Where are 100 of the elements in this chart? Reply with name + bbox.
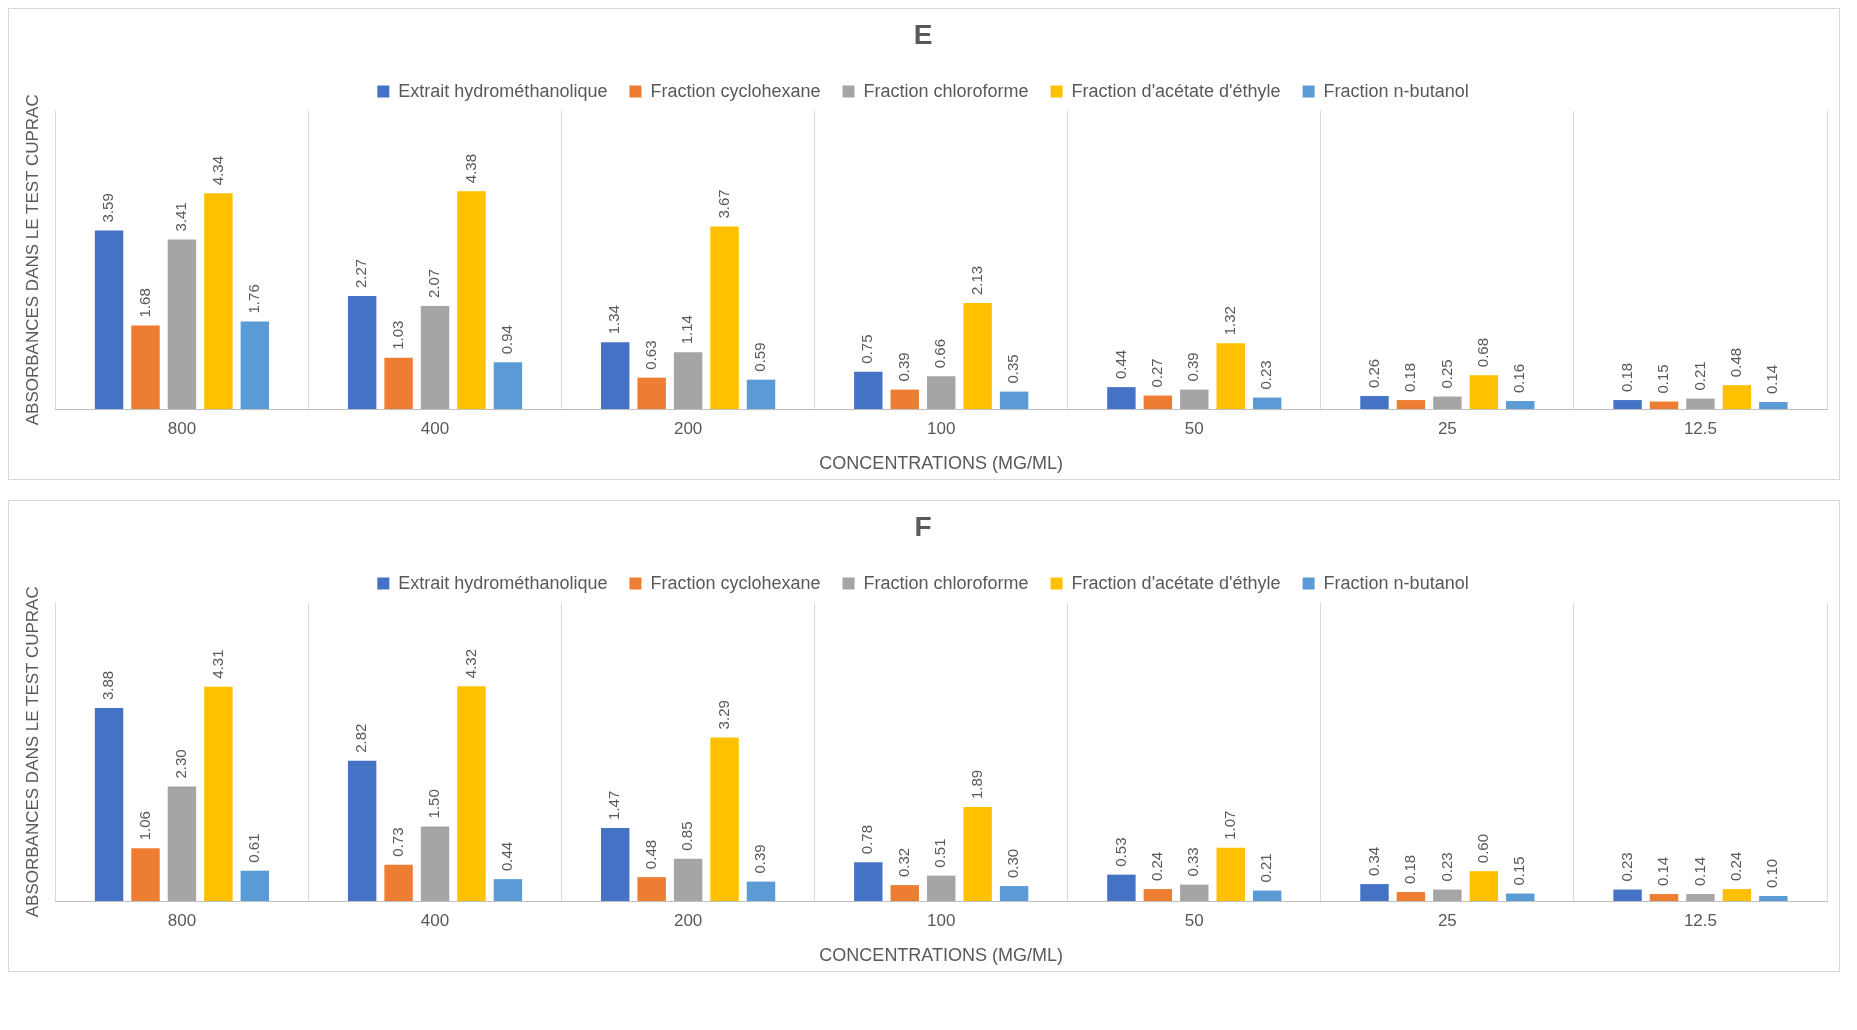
data-label: 0.27	[1147, 358, 1165, 388]
legend-label: Fraction d'acétate d'éthyle	[1071, 572, 1281, 593]
data-label: 4.38	[461, 153, 479, 184]
bar	[240, 321, 270, 409]
bar	[1722, 385, 1752, 409]
bar	[926, 376, 956, 409]
data-label: 0.39	[1184, 352, 1202, 382]
data-label: 1.32	[1220, 306, 1238, 336]
bar	[420, 826, 450, 901]
bar	[746, 379, 776, 409]
bar	[94, 708, 124, 901]
data-label: 0.34	[1364, 846, 1382, 877]
legend-label: Fraction d'acétate d'éthyle	[1071, 80, 1281, 101]
bar	[1506, 893, 1535, 901]
data-label: 0.73	[388, 827, 406, 857]
x-tick-label: 800	[167, 910, 197, 930]
bar	[854, 862, 883, 901]
data-label: 0.32	[894, 847, 912, 878]
data-label: 1.14	[678, 315, 696, 345]
bar	[420, 306, 450, 409]
bar	[1722, 889, 1752, 901]
data-label: 0.75	[858, 334, 876, 364]
bar	[1252, 397, 1282, 409]
data-label: 0.33	[1184, 847, 1202, 877]
bar	[890, 389, 919, 409]
legend-label: Fraction cyclohexane	[650, 80, 821, 101]
bar	[963, 303, 992, 409]
x-tick-label: 200	[673, 418, 703, 438]
legend-label: Extrait hydrométhanolique	[398, 80, 608, 101]
bar	[347, 760, 377, 901]
x-tick-label: 200	[673, 910, 703, 930]
bar	[384, 864, 413, 901]
data-label: 4.32	[461, 648, 479, 679]
data-label: 2.30	[172, 749, 190, 779]
data-label: 3.59	[99, 193, 117, 223]
bar	[710, 226, 739, 409]
bar	[601, 342, 630, 409]
data-label: 0.63	[641, 340, 659, 370]
data-label: 0.35	[1004, 354, 1022, 384]
data-label: 1.34	[605, 305, 623, 335]
bar	[1180, 884, 1209, 901]
y-axis-title: ABSORBANCES DANS LE TEST CUPRAC	[22, 586, 42, 918]
data-label: 1.76	[244, 284, 262, 314]
data-label: 0.18	[1617, 362, 1635, 393]
bar	[854, 371, 883, 409]
data-label: 0.68	[1473, 337, 1491, 368]
data-label: 2.07	[425, 268, 443, 299]
bar	[1469, 375, 1499, 409]
data-label: 0.25	[1437, 359, 1455, 389]
legend-label: Fraction chloroforme	[863, 80, 1029, 101]
bar	[131, 325, 160, 409]
data-label: 1.03	[388, 320, 406, 350]
data-label: 0.39	[751, 844, 769, 874]
data-label: 0.24	[1727, 851, 1745, 882]
data-label: 2.27	[352, 258, 370, 289]
bar	[1433, 889, 1462, 901]
data-label: 0.14	[1763, 364, 1781, 395]
bar	[963, 807, 992, 901]
data-label: 3.67	[714, 189, 732, 219]
data-label: 3.88	[99, 670, 117, 701]
bar	[1107, 387, 1136, 409]
data-label: 0.18	[1401, 854, 1419, 885]
legend-label: Fraction n-butanol	[1323, 80, 1469, 101]
bar	[1360, 884, 1389, 901]
data-label: 0.23	[1617, 852, 1635, 882]
bar	[204, 193, 233, 409]
bar	[1613, 400, 1642, 409]
data-label: 0.14	[1690, 856, 1708, 887]
chart-title: E	[913, 18, 933, 50]
legend-label: Fraction chloroforme	[863, 572, 1029, 593]
data-label: 0.21	[1257, 853, 1275, 883]
bar	[1613, 889, 1642, 901]
bar	[1143, 395, 1173, 409]
data-label: 0.61	[244, 833, 262, 863]
bar	[1216, 343, 1245, 409]
bar	[457, 686, 486, 901]
bar	[240, 870, 270, 901]
bar	[710, 737, 739, 901]
data-label: 2.82	[352, 723, 370, 753]
bar	[673, 858, 703, 901]
bar	[1759, 402, 1788, 409]
data-label: 0.15	[1654, 364, 1672, 394]
x-axis-title: CONCENTRATIONS (MG/ML)	[819, 945, 1064, 966]
bar	[999, 391, 1029, 409]
bar	[637, 877, 666, 901]
data-label: 0.26	[1364, 358, 1382, 389]
data-label: 0.16	[1510, 363, 1528, 394]
bar	[204, 686, 233, 901]
data-label: 1.47	[605, 790, 623, 820]
data-label: 4.31	[208, 649, 226, 679]
data-label: 0.30	[1004, 848, 1022, 879]
bar	[1759, 896, 1788, 901]
bar	[1469, 871, 1499, 901]
data-label: 0.48	[1727, 347, 1745, 378]
bar	[1396, 400, 1426, 409]
bar	[926, 875, 956, 901]
legend-label: Fraction cyclohexane	[650, 572, 821, 593]
data-label: 0.10	[1763, 858, 1781, 889]
bar	[347, 296, 377, 409]
bar	[1216, 847, 1245, 901]
